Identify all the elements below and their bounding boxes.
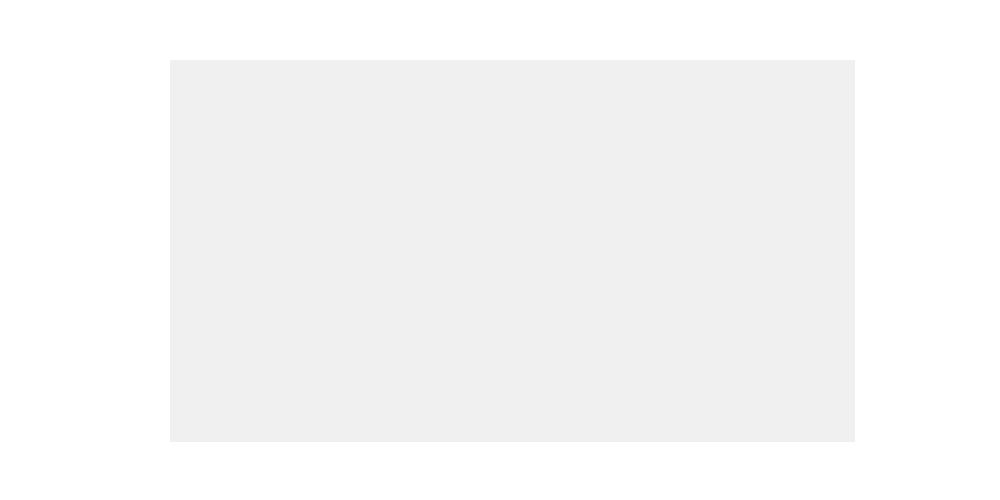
word-cloud: [170, 60, 855, 442]
